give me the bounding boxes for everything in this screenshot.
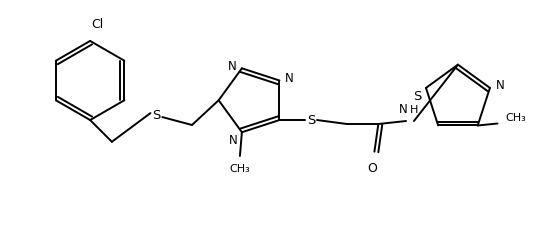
Text: CH₃: CH₃ [505,113,526,123]
Text: S: S [307,114,315,126]
Text: N: N [228,60,237,73]
Text: CH₃: CH₃ [229,164,250,174]
Text: H: H [410,105,418,115]
Text: Cl: Cl [91,18,104,31]
Text: N: N [229,134,238,147]
Text: S: S [152,109,161,122]
Text: N: N [284,72,293,85]
Text: O: O [367,161,377,175]
Text: S: S [413,90,421,103]
Text: N: N [399,103,408,116]
Text: N: N [496,79,505,93]
